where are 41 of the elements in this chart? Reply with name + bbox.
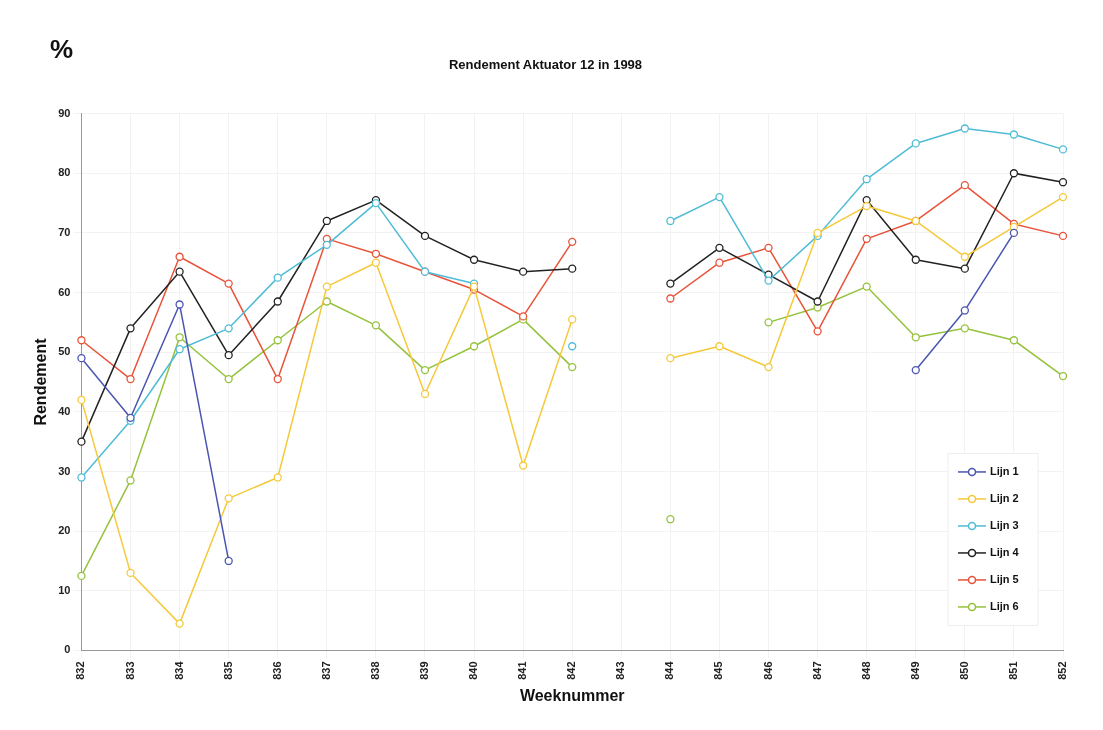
x-tick-label: 834 [172,660,185,680]
x-tick-label: 845 [712,661,725,680]
y-tick-label: 70 [58,225,71,238]
x-tick-label: 852 [1056,661,1069,680]
y-tick-label: 20 [58,524,71,537]
text: % [50,34,74,65]
x-tick-label: 846 [761,661,774,680]
x-tick-label: 835 [221,661,234,680]
x-tick-label: 832 [74,661,87,680]
y-tick-label: 30 [58,464,71,477]
x-tick-label: 843 [614,661,627,680]
chart-title: Rendement Aktuator 12 in 1998 [448,57,643,73]
y-tick-label: 10 [58,583,71,596]
x-tick-label: 847 [810,661,823,680]
legend-label: Lijn 3 [990,518,1019,531]
x-tick-label: 848 [859,661,872,680]
y-tick-label: 90 [58,106,71,119]
x-tick-label: 850 [957,661,970,680]
legend-label: Lijn 4 [990,545,1020,558]
x-tick-label: 840 [467,661,480,680]
y-axis-title: Rendement [32,337,50,426]
legend-label: Lijn 1 [990,464,1019,477]
y-tick-label: 50 [58,345,71,358]
x-tick-label: 839 [418,661,431,680]
x-tick-label: 842 [565,661,578,680]
x-axis-title: Weeknummer [519,686,625,704]
legend-label: Lijn 6 [990,599,1019,612]
x-tick-label: 844 [663,660,676,680]
x-tick-label: 849 [908,661,921,680]
y-tick-label: 80 [58,166,71,179]
legend-label: Lijn 2 [990,491,1019,504]
x-tick-label: 841 [516,661,529,680]
x-tick-label: 851 [1006,661,1019,680]
y-tick-label: 60 [58,285,71,298]
x-tick-label: 838 [368,661,381,680]
legend-label: Lijn 5 [990,572,1019,585]
y-tick-label: 40 [58,404,71,417]
x-tick-label: 833 [123,661,136,680]
x-tick-label: 837 [319,661,332,680]
y-tick-label: 0 [64,643,71,656]
x-tick-label: 836 [270,661,283,680]
